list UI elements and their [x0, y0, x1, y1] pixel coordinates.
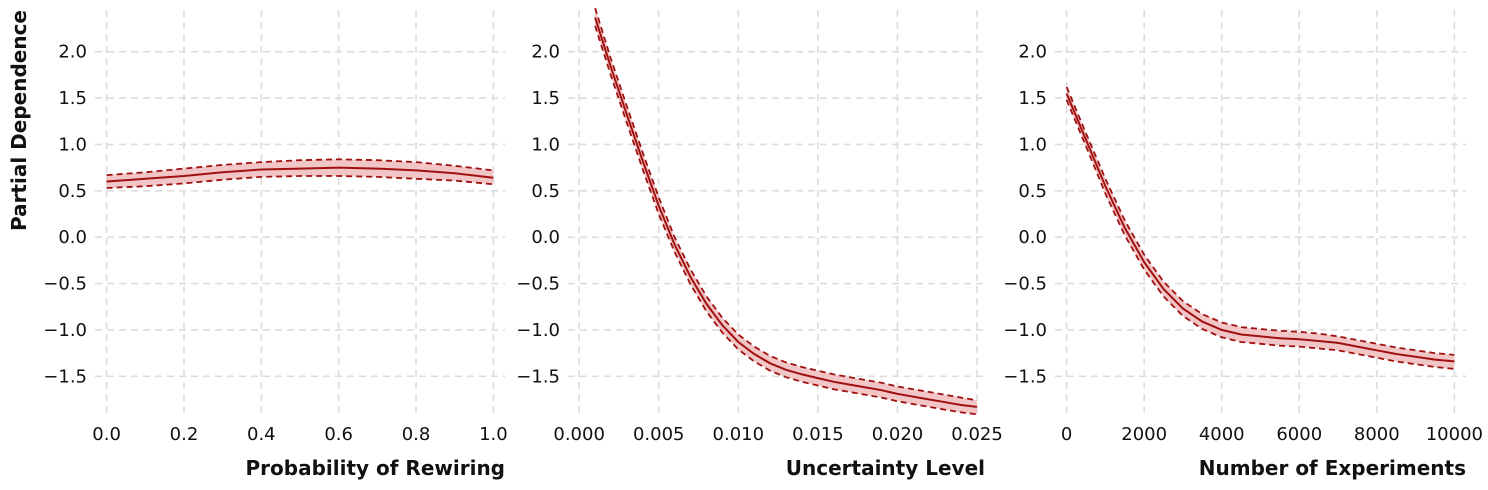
x-tick-label: 0.015	[792, 424, 844, 445]
y-tick-label: −1.5	[1003, 366, 1047, 387]
y-tick-label: 2.0	[531, 42, 560, 63]
x-tick-label: 4000	[1199, 424, 1245, 445]
confidence-band	[106, 159, 494, 188]
y-tick-label: −1.0	[516, 320, 560, 341]
x-tick-label: 1.0	[479, 424, 508, 445]
x-tick-label: 0.020	[872, 424, 924, 445]
y-tick-label: 1.0	[531, 134, 560, 155]
x-tick-label: 6000	[1276, 424, 1322, 445]
x-tick-label: 0.005	[633, 424, 685, 445]
y-tick-label: 2.0	[1018, 42, 1047, 63]
x-tick-label: 0.0	[92, 424, 121, 445]
x-tick-label: 0.000	[553, 424, 605, 445]
upper-bound-line	[106, 158, 494, 176]
x-tick-label: 0.2	[170, 424, 199, 445]
x-axis-label: Uncertainty Level	[786, 456, 985, 480]
y-tick-label: 0.0	[58, 227, 87, 248]
x-tick-label: 0.6	[324, 424, 353, 445]
x-tick-label: 2000	[1121, 424, 1167, 445]
y-axis-label: Partial Dependence	[7, 10, 31, 231]
lower-bound-line	[594, 25, 978, 416]
y-tick-label: 1.0	[1018, 134, 1047, 155]
upper-bound-line	[594, 7, 978, 402]
y-tick-label: 2.0	[58, 42, 87, 63]
chart-panel-3: −1.5 −1.0 −0.5 0.0 0.5 1.0 1.5 2.0 0 2000 4000 6000…	[1003, 10, 1483, 480]
x-tick-label: 0.8	[402, 424, 431, 445]
x-tick-label: 0.010	[713, 424, 765, 445]
y-tick-label: −0.5	[1003, 274, 1047, 295]
y-tick-label: 1.5	[531, 88, 560, 109]
y-tick-label: 0.5	[531, 181, 560, 202]
y-tick-label: 1.5	[58, 88, 87, 109]
y-tick-label: −1.5	[516, 366, 560, 387]
x-tick-label: 0	[1061, 424, 1072, 445]
y-tick-label: 0.5	[1018, 181, 1047, 202]
y-tick-label: 1.0	[58, 134, 87, 155]
x-axis-label: Number of Experiments	[1199, 456, 1466, 480]
chart-panel-1: −1.5 −1.0 −0.5 0.0 0.5 1.0 1.5 2.0 0.0 0.2 0.4 0.6 0…	[7, 10, 508, 480]
x-tick-label: 8000	[1354, 424, 1400, 445]
y-tick-label: −1.5	[43, 366, 87, 387]
chart-panel-2: −1.5 −1.0 −0.5 0.0 0.5 1.0 1.5 2.0 0.000 0.005 0.0…	[516, 7, 1003, 480]
y-tick-label: 0.0	[1018, 227, 1047, 248]
y-tick-label: −0.5	[43, 274, 87, 295]
y-tick-label: 0.0	[531, 227, 560, 248]
lower-bound-line	[106, 175, 494, 189]
y-tick-label: 0.5	[58, 181, 87, 202]
upper-bound-line	[1065, 86, 1455, 356]
lower-bound-line	[1065, 99, 1455, 370]
x-tick-label: 0.025	[951, 424, 1003, 445]
x-tick-label: 0.4	[247, 424, 276, 445]
confidence-band	[595, 8, 977, 415]
y-tick-label: −1.0	[43, 320, 87, 341]
mean-line	[1065, 93, 1455, 363]
y-tick-label: 1.5	[1018, 88, 1047, 109]
y-tick-label: −1.0	[1003, 320, 1047, 341]
mean-line	[106, 166, 494, 183]
x-tick-label: 10000	[1426, 424, 1483, 445]
x-axis-label: Probability of Rewiring	[246, 456, 506, 480]
y-tick-label: −0.5	[516, 274, 560, 295]
mean-line	[594, 17, 978, 408]
